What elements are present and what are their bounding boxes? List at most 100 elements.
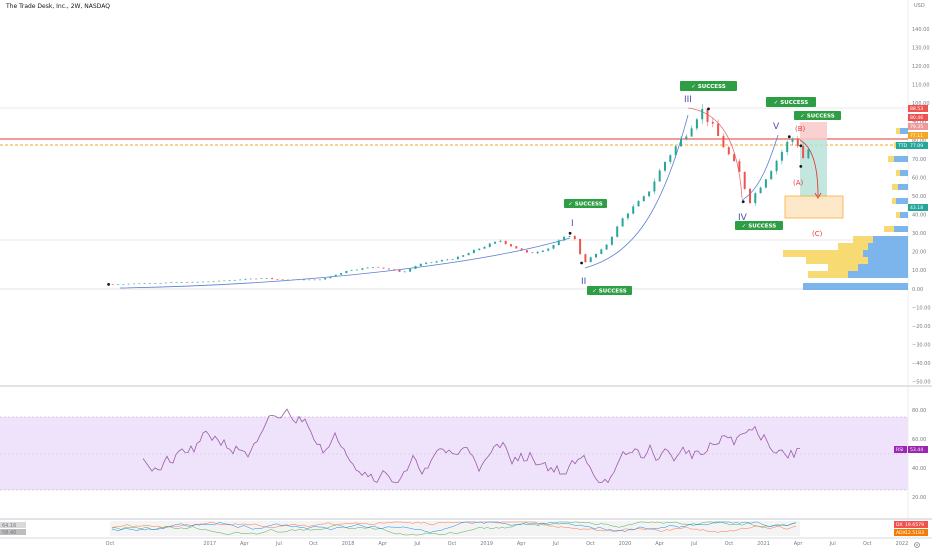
adx-line[interactable] <box>111 521 797 534</box>
time-tick-label: 2019 <box>480 541 493 547</box>
candle-body <box>701 109 704 120</box>
candle-body <box>520 248 523 251</box>
candle-body <box>573 236 576 239</box>
pivot-marker <box>107 283 110 286</box>
volume-profile[interactable] <box>783 128 908 290</box>
svg-text:80.46: 80.46 <box>910 115 923 121</box>
correction-label-b[interactable]: (B) <box>795 125 806 133</box>
wave-markers <box>107 107 803 286</box>
uptrend-arc[interactable] <box>741 134 779 201</box>
candle-body <box>653 181 656 192</box>
volume-bar-up <box>868 243 908 250</box>
candle-body <box>212 281 215 282</box>
adx-tag[interactable]: ADX 12.5183 <box>894 529 928 536</box>
time-axis[interactable]: Oct 2017 Apr Jul Oct 2018 Apr Jul Oct 2019 Apr Jul O… <box>106 541 932 547</box>
price-axis[interactable]: 140.00 130.00 120.00 110.00 100.00 90.00 80.00… <box>912 27 931 386</box>
time-tick-label: Oct <box>586 541 595 547</box>
candle-body <box>510 244 512 247</box>
time-tick-label: Apr <box>378 541 388 547</box>
symbol-title[interactable]: The Trade Desk, Inc., 2W, NASDAQ <box>6 3 110 10</box>
price-tag[interactable]: 88.53 <box>908 105 928 112</box>
price-tick-label: 90.00 <box>912 120 926 126</box>
stop-loss-zone[interactable] <box>800 122 827 140</box>
price-tick-label: 140.00 <box>912 27 930 33</box>
candle-body <box>504 240 507 245</box>
time-tick-label: Apr <box>517 541 527 547</box>
correction-label-a[interactable]: (A) <box>793 179 804 187</box>
price-tick-label: 110.00 <box>912 83 930 89</box>
success-badge[interactable]: ✓ SUCCESS <box>680 81 737 91</box>
price-tag[interactable]: 77.11 <box>908 132 928 139</box>
symbol-tag[interactable]: TTD <box>896 142 908 149</box>
dmi-plus-line[interactable] <box>111 521 797 536</box>
svg-text:64.16: 64.16 <box>2 523 16 529</box>
candle-body <box>117 284 120 285</box>
correction-label-c[interactable]: (C) <box>812 230 823 238</box>
candle-body <box>584 254 587 263</box>
time-tick-label: Oct <box>725 541 734 547</box>
success-badge[interactable]: ✓ SUCCESS <box>735 221 783 230</box>
wave-label-i[interactable]: I <box>571 219 574 229</box>
wave-label-ii[interactable]: II <box>581 277 586 287</box>
volume-bar-down <box>808 271 848 278</box>
volume-bar-down <box>896 170 900 176</box>
success-badge[interactable]: ✓ SUCCESS <box>587 286 632 295</box>
downtrend-arc[interactable] <box>687 107 743 199</box>
gear-icon[interactable] <box>914 542 920 548</box>
wave-label-v[interactable]: V <box>773 122 780 132</box>
candle-body <box>451 259 454 260</box>
success-badge[interactable]: ✓ SUCCESS <box>766 97 816 107</box>
wave-label-iii[interactable]: III <box>684 95 692 105</box>
candle-body <box>664 162 666 171</box>
rsi-axis[interactable]: 80.00 60.00 40.00 20.00 <box>912 408 926 501</box>
price-tick-label: 120.00 <box>912 64 930 70</box>
wave-label-iv[interactable]: IV <box>738 213 748 223</box>
target-box[interactable] <box>784 195 844 219</box>
rsi-tag[interactable]: RSI 53.44 <box>894 446 928 453</box>
success-badge[interactable]: ✓ SUCCESS <box>564 199 607 208</box>
candle-body <box>727 147 730 155</box>
dmi-minus-line[interactable] <box>112 521 797 533</box>
dmi-tag[interactable]: DX 19.6579 <box>894 521 928 528</box>
candle-body <box>223 280 226 282</box>
volume-bar-up <box>896 198 908 204</box>
time-tick-label: 2017 <box>203 541 216 547</box>
take-profit-zone[interactable] <box>800 140 827 200</box>
time-tick-label: Oct <box>309 541 318 547</box>
candle-body <box>313 279 316 281</box>
dmi-left-values[interactable]: 64.16 58.40 <box>0 522 26 536</box>
price-tag[interactable]: 43.18 <box>908 204 928 211</box>
svg-text:✓ SUCCESS: ✓ SUCCESS <box>774 100 808 106</box>
support-curve[interactable] <box>119 237 571 289</box>
pivot-marker <box>568 231 572 235</box>
candle-body <box>409 268 412 272</box>
candle-body <box>207 281 210 283</box>
candle-body <box>324 278 327 280</box>
candle-body <box>419 263 422 266</box>
candle-body <box>202 281 204 283</box>
candle-body <box>372 267 374 268</box>
candles-series[interactable] <box>111 103 810 285</box>
candle-body <box>425 262 428 264</box>
candle-body <box>441 260 443 262</box>
price-tag[interactable]: 77.09 <box>908 142 928 149</box>
candle-body <box>557 240 560 245</box>
volume-bar-down <box>896 212 900 218</box>
candle-body <box>297 279 300 281</box>
candle-body <box>738 161 741 172</box>
success-badge[interactable]: ✓ SUCCESS <box>794 111 841 120</box>
candle-body <box>786 141 789 152</box>
price-tag[interactable]: 80.46 <box>908 114 928 121</box>
uptrend-arc[interactable] <box>584 114 689 269</box>
candle-body <box>472 249 475 254</box>
pivot-marker <box>580 261 583 265</box>
price-tag[interactable]: 79.35 <box>908 123 928 130</box>
candle-body <box>547 248 550 251</box>
volume-bar-up <box>894 226 908 232</box>
candle-body <box>563 236 566 241</box>
candle-body <box>154 283 157 284</box>
rsi-line[interactable] <box>142 408 800 484</box>
candle-body <box>807 149 810 159</box>
candle-body <box>626 213 629 219</box>
